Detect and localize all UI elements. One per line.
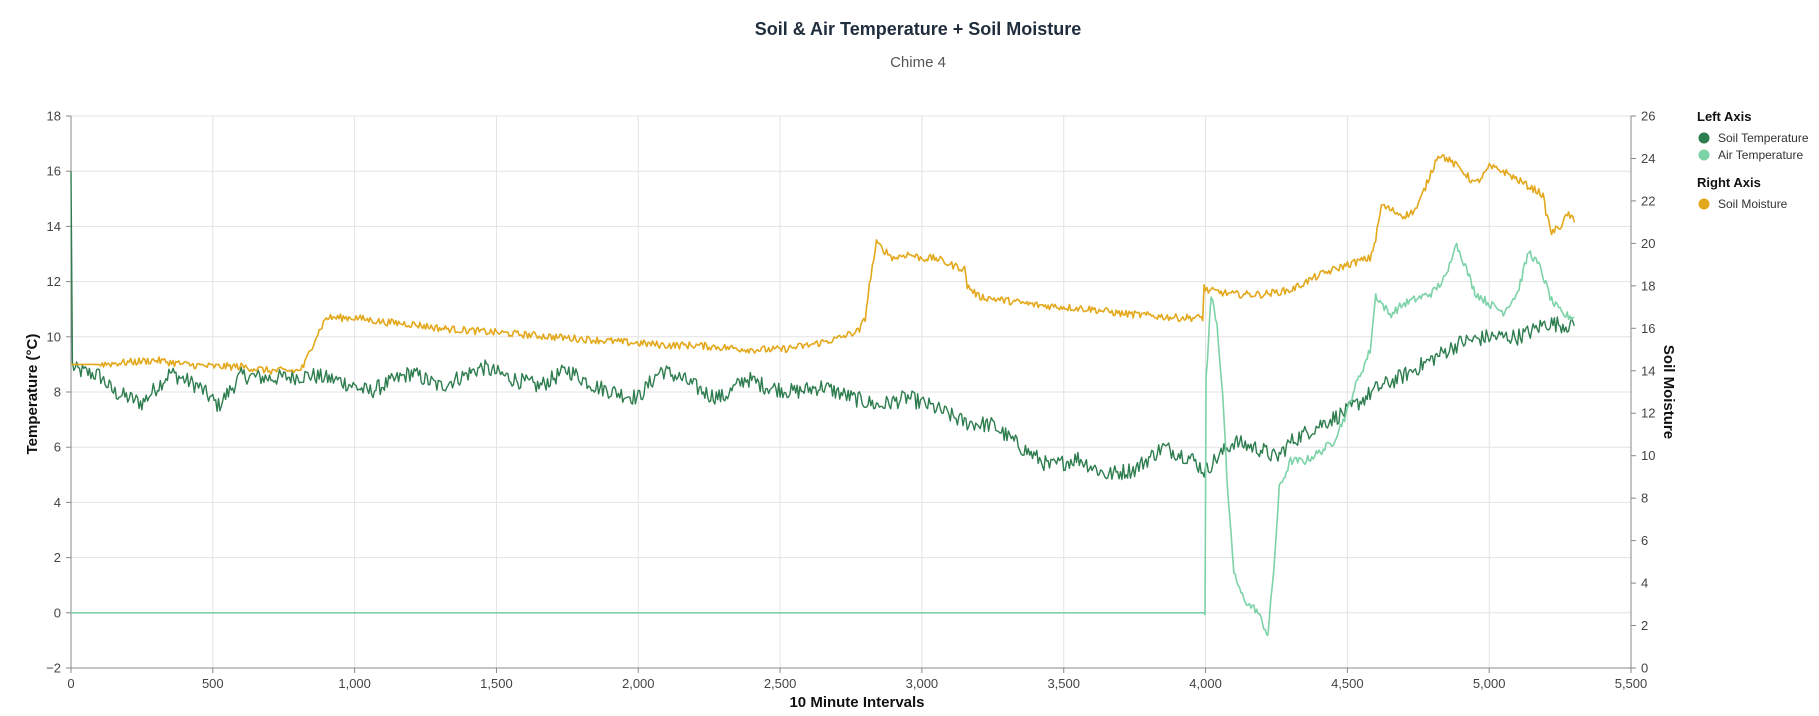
y-left-tick-label: 2 [54,550,61,565]
y-axis-right-title: Soil Moisture [1660,345,1677,439]
y-left-tick-label: 16 [47,164,61,179]
chart-title: Soil & Air Temperature + Soil Moisture [755,19,1082,39]
x-tick-label: 1,500 [480,676,513,691]
y-left-tick-label: 18 [47,109,61,124]
legend-item-label: Air Temperature [1718,148,1803,162]
x-tick-label: 5,000 [1473,676,1506,691]
y-left-tick-label: 0 [54,605,61,620]
x-tick-label: 1,000 [338,676,371,691]
axes: 0 500 1,000 1,500 2,000 2,500 3,000 3,500 4,000 4… [46,109,1655,692]
y-right-tick-label: 22 [1641,193,1655,208]
y-right-tick-label: 4 [1641,576,1648,591]
chart-subtitle: Chime 4 [890,54,946,71]
y-right-tick-label: 12 [1641,406,1655,421]
y-right-tick-label: 14 [1641,363,1655,378]
y-right-tick-label: 8 [1641,491,1648,506]
y-left-tick-label: 14 [47,219,61,234]
y-right-tick-label: 24 [1641,151,1655,166]
y-left-tick-label: −2 [46,661,61,676]
y-right-tick-label: 20 [1641,236,1655,251]
y-left-tick-label: 12 [47,274,61,289]
x-tick-label: 2,000 [622,676,655,691]
x-tick-label: 2,500 [764,676,797,691]
series-line-soil-temperature [70,171,1575,481]
legend-swatch [1698,198,1710,210]
x-tick-label: 4,500 [1331,676,1364,691]
x-tick-label: 3,500 [1047,676,1080,691]
plot-area [70,154,1576,637]
legend: Left Axis Soil Temperature Air Temperature… [1697,109,1809,211]
legend-swatch [1698,132,1710,144]
y-left-tick-label: 6 [54,440,61,455]
legend-swatch [1698,149,1710,161]
series-line-air-temperature [71,242,1575,637]
y-right-tick-label: 18 [1641,278,1655,293]
x-axis-title: 10 Minute Intervals [789,694,924,711]
y-right-tick-label: 0 [1641,661,1648,676]
x-tick-label: 5,500 [1615,676,1648,691]
y-right-tick-label: 2 [1641,618,1648,633]
y-right-tick-label: 26 [1641,109,1655,124]
legend-item-label: Soil Moisture [1718,197,1788,211]
x-tick-label: 3,000 [906,676,939,691]
y-right-tick-label: 16 [1641,321,1655,336]
legend-heading: Left Axis [1697,109,1751,124]
x-tick-label: 0 [67,676,74,691]
y-left-tick-label: 8 [54,385,61,400]
y-right-tick-label: 6 [1641,533,1648,548]
y-axis-left-title: Temperature (°C) [24,334,41,455]
legend-item-label: Soil Temperature [1718,131,1809,145]
series-line-soil-moisture [71,154,1576,375]
x-tick-label: 4,000 [1189,676,1222,691]
y-left-tick-label: 4 [54,495,61,510]
y-left-tick-label: 10 [47,329,61,344]
legend-heading: Right Axis [1697,175,1761,190]
y-right-tick-label: 10 [1641,448,1655,463]
x-tick-label: 500 [202,676,224,691]
